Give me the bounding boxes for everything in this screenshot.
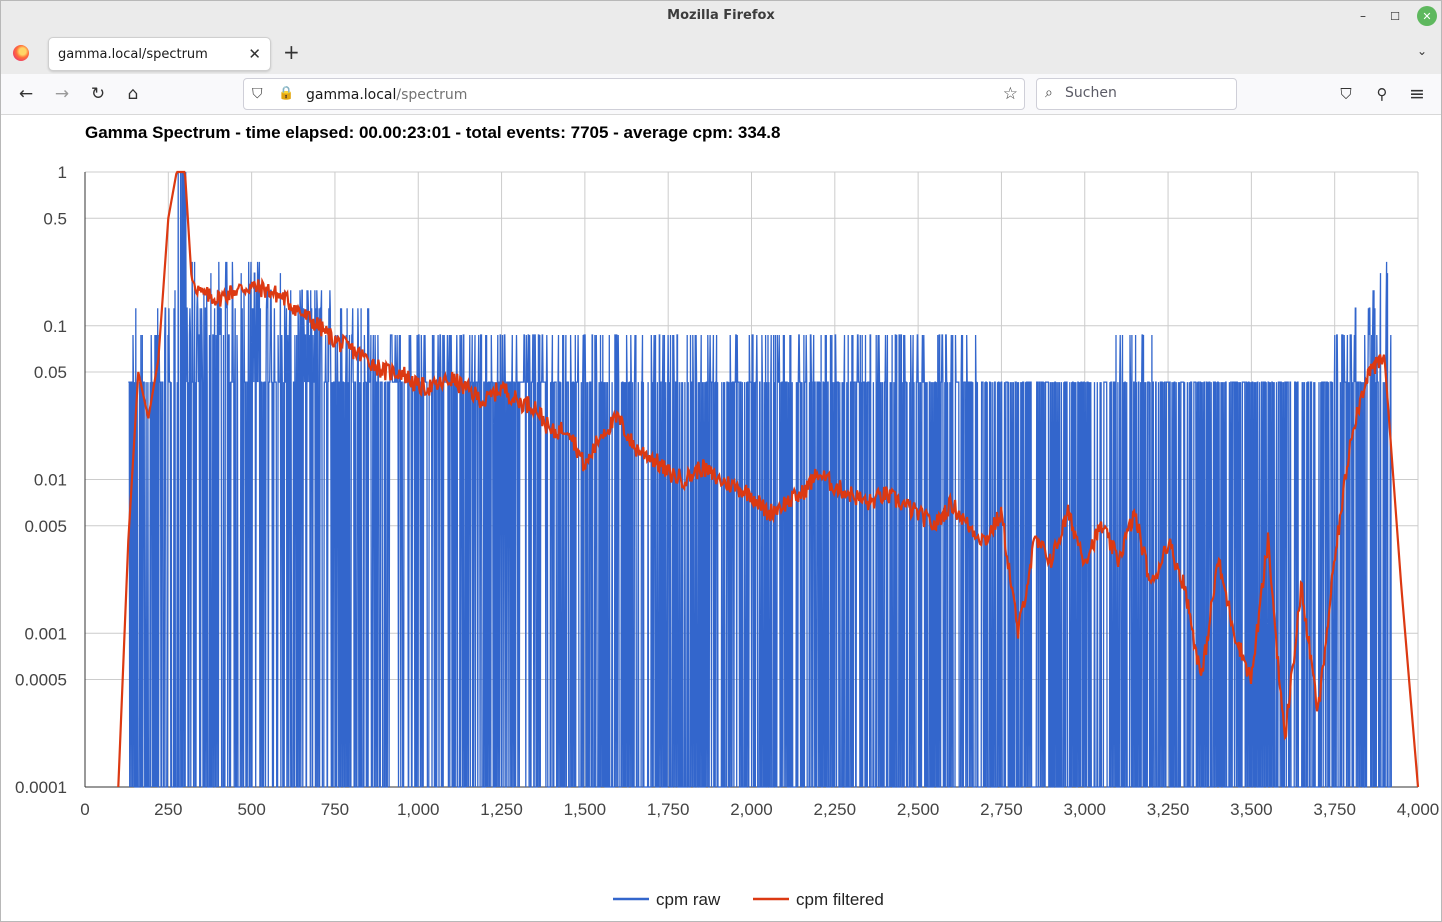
x-tick-label: 3,250 (1147, 800, 1190, 819)
chart-legend: cpm raw cpm filtered (613, 890, 884, 909)
series-cpm-filtered (117, 170, 1420, 788)
url-path: /spectrum (396, 87, 468, 103)
back-button[interactable]: ← (18, 84, 34, 104)
tab-close-icon[interactable]: ✕ (248, 45, 261, 63)
x-tick-label: 0 (80, 800, 89, 819)
firefox-logo-icon (13, 45, 29, 61)
x-tick-label: 250 (154, 800, 182, 819)
x-tick-label: 1,500 (564, 800, 607, 819)
x-tick-label: 3,000 (1063, 800, 1106, 819)
tab-title: gamma.local/spectrum (58, 47, 208, 62)
x-tick-label: 4,000 (1397, 800, 1440, 819)
search-icon: ⌕ (1045, 85, 1053, 101)
pocket-icon[interactable]: ⛉ (1340, 85, 1352, 103)
series-cpm-raw (128, 171, 1392, 788)
tab-list-chevron-down-icon[interactable]: ⌄ (1416, 44, 1427, 58)
minimize-button[interactable]: – (1360, 9, 1366, 23)
x-tick-label: 3,750 (1313, 800, 1356, 819)
address-bar[interactable]: ⛉ 🔒 gamma.local/spectrum ☆ (243, 78, 1025, 110)
url-text[interactable]: gamma.local/spectrum (306, 87, 467, 103)
y-tick-label: 0.01 (34, 471, 67, 490)
cpm-filtered-line (117, 170, 1420, 788)
page-content: Gamma Spectrum - time elapsed: 00.00:23:… (1, 115, 1441, 921)
window-title: Mozilla Firefox (667, 8, 775, 23)
chart-title: Gamma Spectrum - time elapsed: 00.00:23:… (85, 123, 780, 142)
spectrum-chart: Gamma Spectrum - time elapsed: 00.00:23:… (15, 123, 1439, 909)
tab-bar: gamma.local/spectrum ✕ + ⌄ (1, 32, 1441, 74)
y-tick-label: 0.1 (43, 317, 67, 336)
tracking-shield-icon[interactable]: ⛉ (252, 86, 263, 102)
close-window-button[interactable]: ✕ (1417, 6, 1437, 26)
y-tick-label: 1 (58, 163, 67, 182)
x-tick-label: 1,750 (647, 800, 690, 819)
lock-icon[interactable]: 🔒 (278, 86, 295, 101)
x-tick-label: 2,500 (897, 800, 940, 819)
x-tick-label: 1,000 (397, 800, 440, 819)
url-host: gamma.local (306, 87, 397, 103)
y-tick-label: 0.001 (24, 624, 67, 643)
x-tick-label: 2,250 (814, 800, 857, 819)
x-tick-label: 1,250 (480, 800, 523, 819)
tab-spectrum[interactable]: gamma.local/spectrum ✕ (48, 37, 271, 71)
x-tick-label: 500 (237, 800, 265, 819)
y-tick-label: 0.005 (24, 517, 67, 536)
x-tick-label: 2,750 (980, 800, 1023, 819)
search-bar[interactable]: ⌕ (1036, 78, 1237, 110)
x-axis-ticks: 0 250 500 750 1,000 1,250 1,500 1,750 2,000 2,250… (80, 800, 1439, 819)
y-tick-label: 0.0005 (15, 671, 67, 690)
x-tick-label: 3,500 (1230, 800, 1273, 819)
extensions-icon[interactable]: ⚲ (1376, 85, 1388, 103)
forward-button[interactable]: → (54, 84, 70, 104)
legend-label-cpm-raw[interactable]: cpm raw (656, 890, 721, 909)
new-tab-button[interactable]: + (283, 40, 300, 64)
navigation-toolbar: ← → ↻ ⌂ ⛉ 🔒 gamma.local/spectrum ☆ ⌕ ⛉ ⚲… (1, 74, 1441, 115)
title-bar: Mozilla Firefox – ☐ ✕ (1, 1, 1441, 32)
bookmark-star-icon[interactable]: ☆ (1002, 84, 1018, 104)
maximize-button[interactable]: ☐ (1390, 9, 1400, 23)
app-menu-icon[interactable]: ≡ (1409, 83, 1425, 105)
search-input[interactable] (1065, 85, 1225, 101)
y-tick-label: 0.05 (34, 363, 67, 382)
reload-button[interactable]: ↻ (90, 84, 106, 104)
y-tick-label: 0.0001 (15, 778, 67, 797)
x-tick-label: 2,000 (730, 800, 773, 819)
home-button[interactable]: ⌂ (127, 84, 139, 104)
x-tick-label: 750 (321, 800, 349, 819)
cpm-raw-line (128, 171, 1392, 788)
legend-label-cpm-filtered[interactable]: cpm filtered (796, 890, 884, 909)
y-axis-ticks: 1 0.5 0.1 0.05 0.01 0.005 0.001 0.0005 0.0001 (15, 163, 67, 797)
y-tick-label: 0.5 (43, 209, 67, 228)
